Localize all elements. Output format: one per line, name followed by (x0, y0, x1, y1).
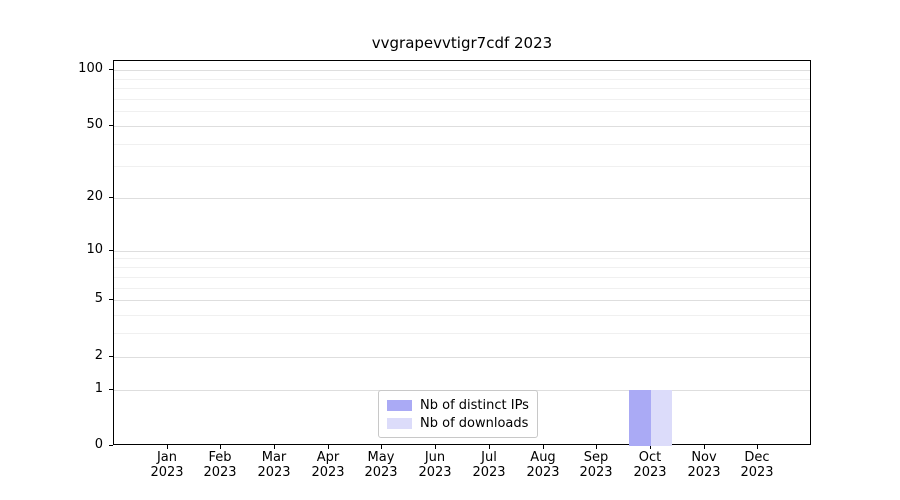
x-tick-year: 2023 (203, 465, 237, 480)
x-tick-mark (704, 445, 705, 449)
x-tick-label: Feb 2023 (192, 450, 248, 480)
y-tick-mark (109, 389, 113, 390)
x-tick-month: Feb (208, 450, 232, 465)
legend-item-downloads: Nb of downloads (387, 414, 529, 432)
gridline-major (114, 125, 810, 127)
y-tick-mark (109, 445, 113, 446)
gridline-minor (114, 88, 810, 90)
x-tick-label: Dec 2023 (729, 450, 785, 480)
bar-distinct-ips (629, 389, 651, 446)
x-tick-mark (435, 445, 436, 449)
chart-title: vvgrapevvtigr7cdf 2023 (371, 34, 553, 52)
x-tick-year: 2023 (633, 465, 667, 480)
gridline-major (114, 198, 810, 200)
x-tick-mark (328, 445, 329, 449)
x-tick-label: Jun 2023 (407, 450, 463, 480)
gridline-minor (114, 143, 810, 145)
x-tick-mark (220, 445, 221, 449)
gridline-minor (114, 78, 810, 80)
gridline-minor (114, 276, 810, 278)
y-tick-label: 0 (94, 437, 103, 452)
x-tick-month: Dec (744, 450, 770, 465)
x-tick-month: Mar (261, 450, 287, 465)
x-tick-mark (650, 445, 651, 449)
y-tick-mark (109, 299, 113, 300)
gridline-major (114, 356, 810, 358)
x-tick-label: Sep 2023 (568, 450, 624, 480)
x-tick-year: 2023 (687, 465, 721, 480)
y-tick-label: 50 (86, 117, 103, 132)
y-tick-label: 20 (86, 189, 103, 204)
gridline-major (114, 300, 810, 302)
legend-swatch-downloads-icon (387, 417, 412, 429)
x-tick-year: 2023 (579, 465, 613, 480)
gridline-minor (114, 314, 810, 316)
plot-area (113, 60, 811, 446)
legend-label-distinct-ips: Nb of distinct IPs (420, 397, 529, 413)
y-tick-label: 5 (94, 291, 103, 306)
x-tick-mark (489, 445, 490, 449)
x-tick-year: 2023 (418, 465, 452, 480)
x-tick-year: 2023 (150, 465, 184, 480)
legend-item-distinct-ips: Nb of distinct IPs (387, 396, 529, 414)
y-tick-label: 2 (94, 348, 103, 363)
x-tick-month: Aug (530, 450, 556, 465)
x-tick-year: 2023 (526, 465, 560, 480)
gridline-minor (114, 287, 810, 289)
y-tick-label: 10 (86, 242, 103, 257)
x-tick-year: 2023 (740, 465, 774, 480)
x-tick-mark (543, 445, 544, 449)
y-tick-mark (109, 197, 113, 198)
x-tick-month: Nov (691, 450, 717, 465)
x-tick-month: Apr (316, 450, 340, 465)
x-tick-year: 2023 (257, 465, 291, 480)
legend-label-downloads: Nb of downloads (420, 415, 529, 431)
x-tick-year: 2023 (311, 465, 345, 480)
x-tick-label: Mar 2023 (246, 450, 302, 480)
x-tick-year: 2023 (364, 465, 398, 480)
gridline-minor (114, 333, 810, 335)
x-tick-label: Aug 2023 (515, 450, 571, 480)
x-tick-label: Oct 2023 (622, 450, 678, 480)
gridline-major (114, 70, 810, 72)
y-tick-label: 1 (94, 381, 103, 396)
legend-swatch-distinct-ips-icon (387, 399, 412, 411)
y-tick-mark (109, 69, 113, 70)
x-tick-label: Jul 2023 (461, 450, 517, 480)
y-tick-mark (109, 250, 113, 251)
y-tick-mark (109, 356, 113, 357)
x-tick-month: Jan (156, 450, 178, 465)
x-tick-label: Jan 2023 (139, 450, 195, 480)
gridline-minor (114, 111, 810, 113)
x-tick-mark (596, 445, 597, 449)
gridline-minor (114, 267, 810, 269)
gridline-minor (114, 98, 810, 100)
x-tick-month: Jun (424, 450, 446, 465)
x-tick-label: Apr 2023 (300, 450, 356, 480)
x-tick-month: Sep (583, 450, 609, 465)
gridline-minor (114, 166, 810, 168)
legend: Nb of distinct IPs Nb of downloads (378, 390, 538, 438)
y-tick-mark (109, 125, 113, 126)
x-tick-month: May (367, 450, 395, 465)
x-tick-year: 2023 (472, 465, 506, 480)
gridline-minor (114, 258, 810, 260)
x-tick-mark (381, 445, 382, 449)
bar-downloads (650, 389, 673, 446)
x-tick-label: Nov 2023 (676, 450, 732, 480)
x-tick-mark (167, 445, 168, 449)
gridline-major (114, 250, 810, 252)
x-tick-mark (274, 445, 275, 449)
x-tick-month: Jul (481, 450, 497, 465)
x-tick-label: May 2023 (353, 450, 409, 480)
x-tick-month: Oct (638, 450, 662, 465)
x-tick-mark (757, 445, 758, 449)
y-tick-label: 100 (78, 61, 103, 76)
